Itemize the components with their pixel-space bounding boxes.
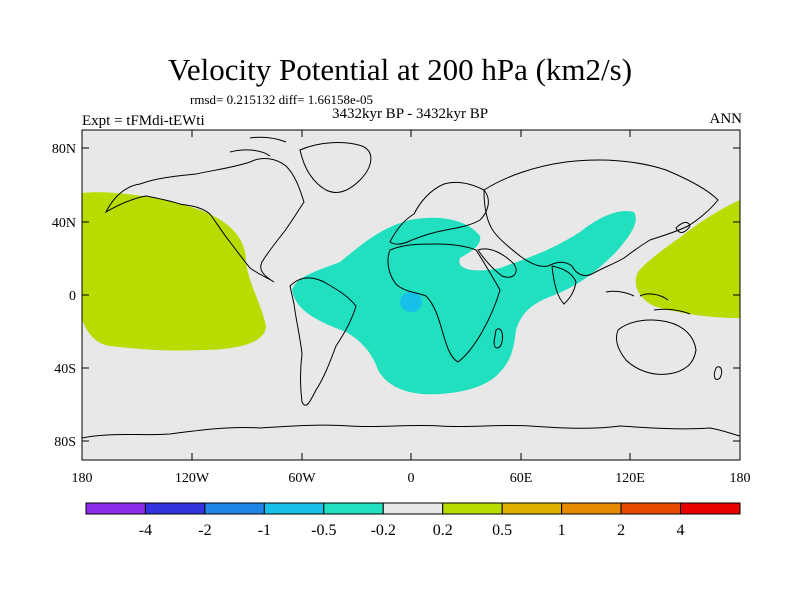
colorbar-swatch [680,502,741,515]
lat-ticks [82,147,740,442]
lat-label-80s: 80S [54,435,76,450]
lon-label-180e: 180 [730,471,751,486]
lon-ticks [81,130,741,460]
lat-label-80n: 80N [52,142,76,157]
coastlines [82,136,740,439]
colorbar: -4 -2 -1 -0.5 -0.2 0.2 0.5 1 2 4 [85,502,741,539]
positive-anomaly-pacific-west [82,192,266,351]
lon-label-60e: 60E [510,471,533,486]
season-label: ANN [709,111,743,127]
colorbar-swatch [263,502,325,515]
lon-label-180w: 180 [72,471,93,486]
experiment-label: Expt = tFMdi-tEWti [82,113,205,129]
lat-label-40n: 40N [52,216,76,231]
stats-text: rmsd= 0.215132 diff= 1.66158e-05 [190,92,374,107]
positive-anomaly-pacific-east [635,200,740,318]
colorbar-label: -4 [139,522,152,539]
colorbar-label: -2 [198,522,211,539]
colorbar-label: 4 [677,522,685,539]
negative-anomaly-core [400,292,422,312]
colorbar-label: -1 [258,522,271,539]
colorbar-label: 1 [558,522,566,539]
plot-title: Velocity Potential at 200 hPa (km2/s) [167,52,633,87]
colorbar-swatch [144,502,206,515]
colorbar-swatch [382,502,444,515]
colorbar-swatch [561,502,622,515]
colorbar-swatch [323,502,384,515]
lon-label-60w: 60W [288,471,316,486]
lat-label-0: 0 [69,289,76,304]
colorbar-swatch [620,502,682,515]
period-label: 3432kyr BP - 3432kyr BP [331,106,489,122]
colorbar-swatch [442,502,503,515]
colorbar-label: -0.2 [371,522,396,539]
negative-anomaly-africa [292,210,636,395]
colorbar-label: -0.5 [311,522,336,539]
colorbar-label: 0.2 [433,522,453,539]
lon-label-120w: 120W [175,471,210,486]
colorbar-swatch [501,502,563,515]
colorbar-label: 2 [617,522,625,539]
lat-label-40s: 40S [54,362,76,377]
colorbar-swatch [204,502,265,515]
lon-label-0: 0 [408,471,415,486]
lon-label-120e: 120E [615,471,645,486]
colorbar-swatch [85,502,146,515]
colorbar-label: 0.5 [492,522,512,539]
